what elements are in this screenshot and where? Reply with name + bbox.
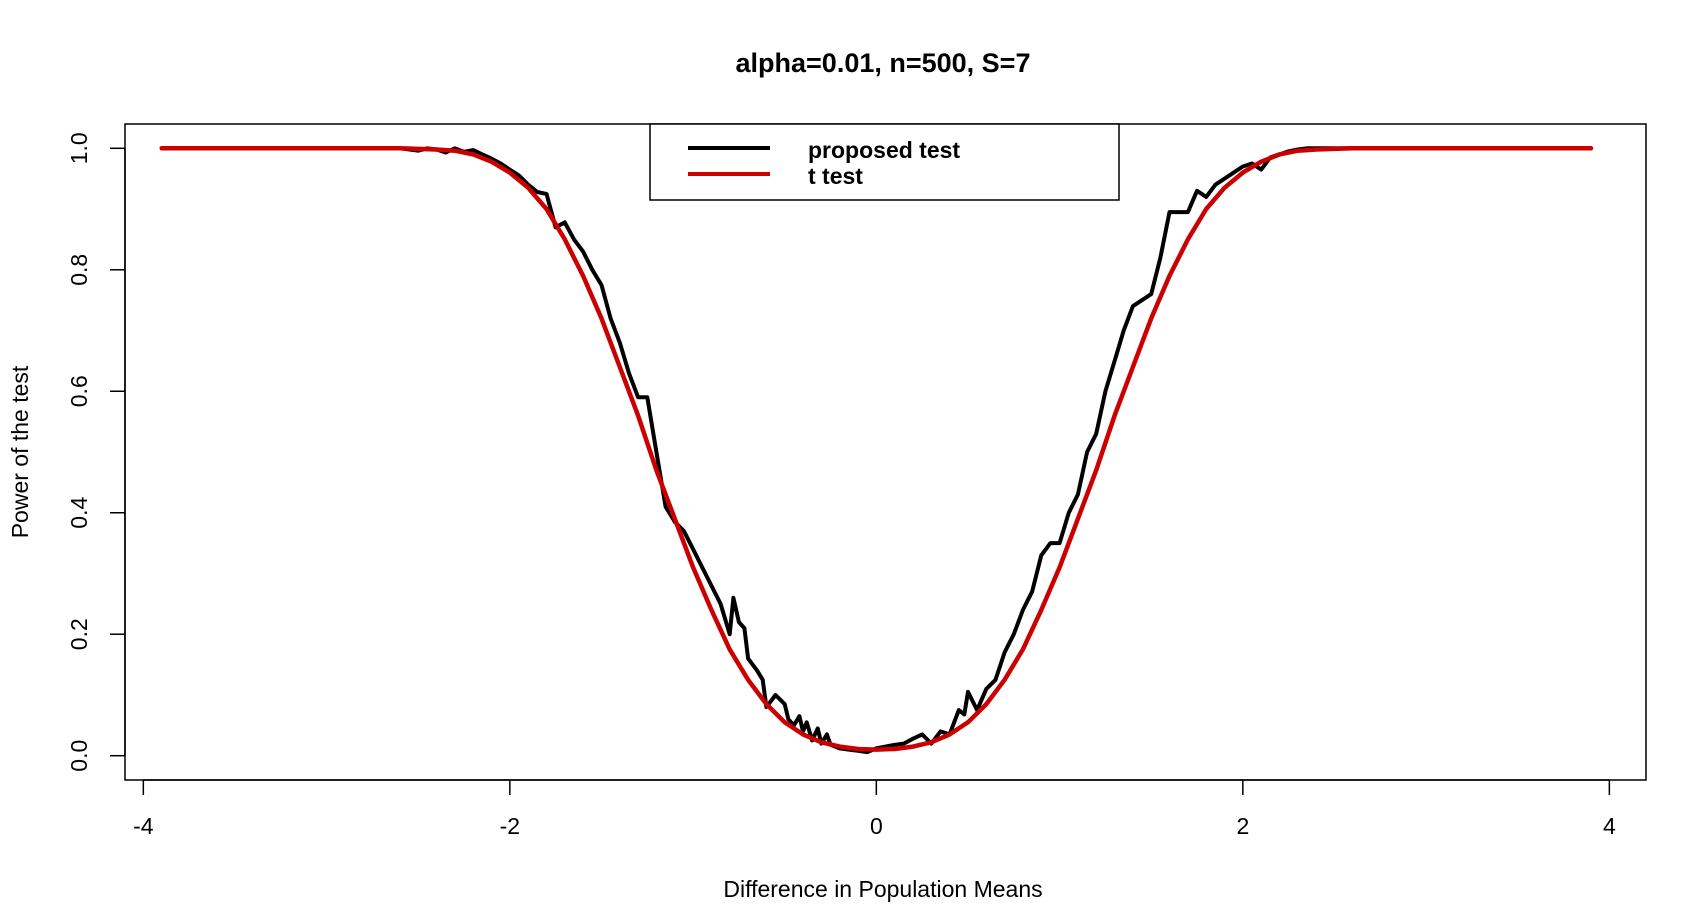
y-axis-label: Power of the test (7, 365, 33, 538)
legend: proposed test t test (649, 123, 1120, 201)
series-layer (159, 146, 1594, 755)
y-tick-label: 0.6 (66, 375, 92, 407)
legend-label-t-test: t test (808, 163, 863, 189)
x-tick-label: -2 (500, 813, 520, 839)
series-line-proposed-test (159, 146, 1593, 755)
x-tick-label: -4 (133, 813, 154, 839)
series-line-t-test (159, 146, 1594, 752)
x-axis: -4 -2 0 2 4 (133, 779, 1616, 839)
chart-title: alpha=0.01, n=500, S=7 (736, 48, 1031, 78)
x-tick-label: 4 (1603, 813, 1616, 839)
legend-label-proposed-test: proposed test (808, 137, 960, 163)
x-tick-label: 2 (1236, 813, 1249, 839)
y-tick-label: 0.0 (66, 740, 92, 772)
y-axis: 0.0 0.2 0.4 0.6 0.8 1.0 (66, 132, 126, 772)
x-axis-label: Difference in Population Means (723, 876, 1042, 902)
y-tick-label: 0.2 (66, 618, 92, 650)
x-tick-label: 0 (870, 813, 883, 839)
plot-frame (124, 123, 1647, 781)
y-tick-label: 0.8 (66, 254, 92, 286)
y-tick-label: 1.0 (66, 132, 92, 164)
legend-box (649, 123, 1120, 201)
y-tick-label: 0.4 (66, 497, 92, 529)
